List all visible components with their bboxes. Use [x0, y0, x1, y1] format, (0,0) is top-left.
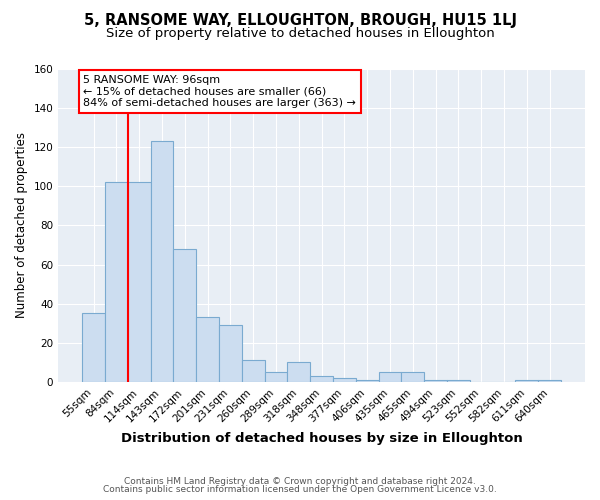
- Text: 5 RANSOME WAY: 96sqm
← 15% of detached houses are smaller (66)
84% of semi-detac: 5 RANSOME WAY: 96sqm ← 15% of detached h…: [83, 75, 356, 108]
- Bar: [82, 314, 105, 382]
- Text: Size of property relative to detached houses in Elloughton: Size of property relative to detached ho…: [106, 28, 494, 40]
- Bar: [151, 142, 173, 382]
- Bar: [356, 380, 379, 382]
- Bar: [310, 376, 333, 382]
- Bar: [196, 318, 219, 382]
- Text: Contains HM Land Registry data © Crown copyright and database right 2024.: Contains HM Land Registry data © Crown c…: [124, 477, 476, 486]
- Bar: [333, 378, 356, 382]
- Bar: [379, 372, 401, 382]
- Bar: [105, 182, 128, 382]
- Bar: [447, 380, 470, 382]
- Bar: [173, 249, 196, 382]
- Bar: [287, 362, 310, 382]
- Bar: [242, 360, 265, 382]
- Y-axis label: Number of detached properties: Number of detached properties: [15, 132, 28, 318]
- X-axis label: Distribution of detached houses by size in Elloughton: Distribution of detached houses by size …: [121, 432, 523, 445]
- Text: 5, RANSOME WAY, ELLOUGHTON, BROUGH, HU15 1LJ: 5, RANSOME WAY, ELLOUGHTON, BROUGH, HU15…: [83, 12, 517, 28]
- Text: Contains public sector information licensed under the Open Government Licence v3: Contains public sector information licen…: [103, 485, 497, 494]
- Bar: [538, 380, 561, 382]
- Bar: [515, 380, 538, 382]
- Bar: [219, 325, 242, 382]
- Bar: [265, 372, 287, 382]
- Bar: [401, 372, 424, 382]
- Bar: [424, 380, 447, 382]
- Bar: [128, 182, 151, 382]
